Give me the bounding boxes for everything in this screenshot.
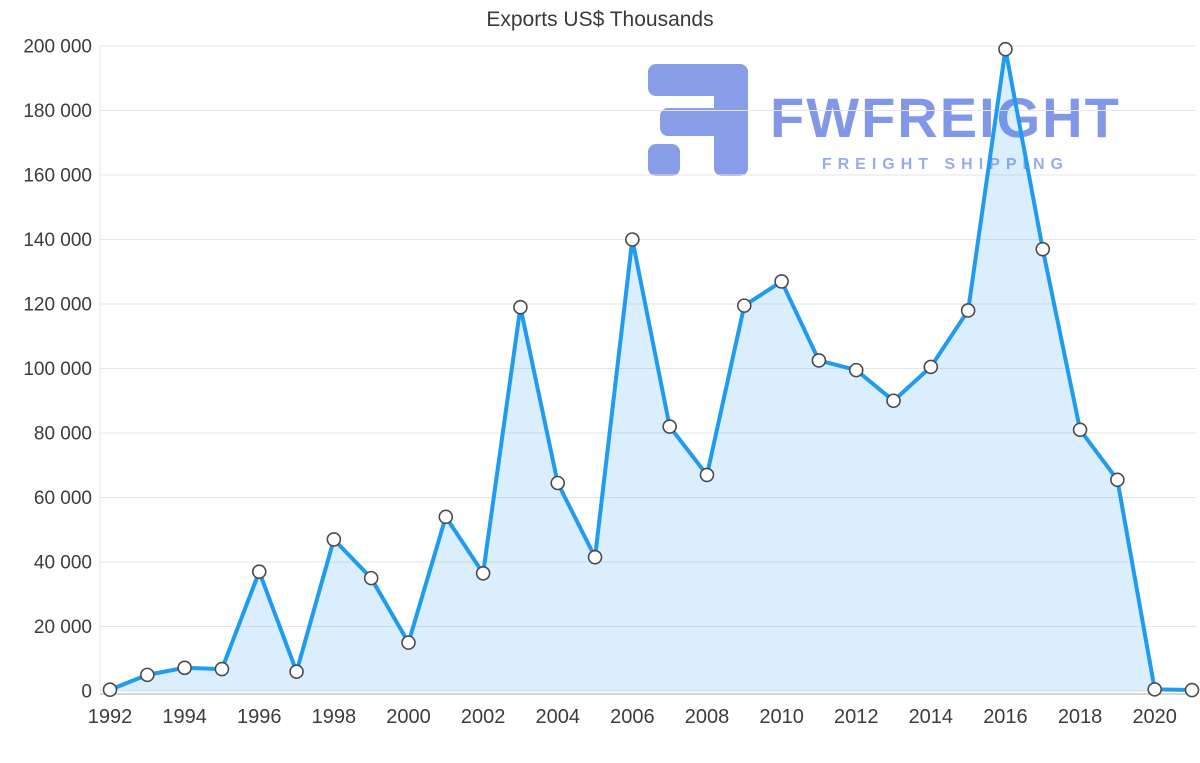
data-point-marker xyxy=(960,303,976,318)
x-axis-tick-label: 1998 xyxy=(312,706,357,728)
data-point-marker xyxy=(401,635,416,650)
brand-name: FWFREIGHT xyxy=(770,86,1121,149)
data-point-marker xyxy=(177,660,192,676)
x-axis-tick-label: 2006 xyxy=(610,706,655,728)
data-point-marker xyxy=(475,565,491,581)
y-axis-tick-label: 120 000 xyxy=(23,295,92,316)
y-axis-tick-label: 160 000 xyxy=(23,166,92,187)
x-axis-tick-label: 2010 xyxy=(759,706,804,728)
y-axis-tick-label: 140 000 xyxy=(23,230,92,251)
brand-text-block: FWFREIGHT FREIGHT SHIPPING xyxy=(770,90,1121,174)
x-axis-tick-label: 2020 xyxy=(1132,706,1177,728)
data-point-marker xyxy=(587,549,603,565)
brand-tagline: FREIGHT SHIPPING xyxy=(821,156,1069,173)
data-point-marker xyxy=(140,667,155,683)
data-point-marker xyxy=(1110,472,1125,488)
data-point-marker xyxy=(662,419,677,434)
data-point-marker xyxy=(438,509,454,525)
data-point-marker xyxy=(625,232,640,247)
x-axis-tick-label: 2004 xyxy=(535,706,580,728)
x-axis-tick-label: 2014 xyxy=(909,706,954,728)
y-axis-tick-label: 180 000 xyxy=(23,101,92,122)
data-point-marker xyxy=(363,570,379,586)
x-axis-tick-label: 2002 xyxy=(461,706,506,728)
data-point-marker xyxy=(736,298,752,313)
x-axis-tick-label: 2008 xyxy=(685,706,730,728)
chart-title: Exports US$ Thousands xyxy=(486,8,714,31)
data-point-marker xyxy=(699,467,715,483)
data-point-marker xyxy=(998,41,1013,57)
data-point-marker xyxy=(1072,422,1088,438)
x-axis-tick-label: 2012 xyxy=(834,706,879,728)
y-axis-tick-label: 60 000 xyxy=(34,488,92,509)
data-point-marker xyxy=(251,564,267,579)
data-point-marker xyxy=(774,274,789,289)
data-point-marker xyxy=(1184,682,1200,698)
series-line xyxy=(108,47,1194,693)
fwfreight-logo-icon xyxy=(648,64,748,176)
y-axis-tick-label: 0 xyxy=(81,682,92,703)
y-axis-tick-label: 200 000 xyxy=(23,37,92,58)
x-axis-tick-label: 2016 xyxy=(983,706,1028,728)
data-point-marker xyxy=(1147,682,1162,697)
y-axis-tick-label: 20 000 xyxy=(34,617,92,638)
data-point-marker xyxy=(102,682,118,698)
x-axis-tick-label: 1992 xyxy=(88,706,133,728)
x-axis-tick-label: 2000 xyxy=(386,706,431,728)
data-point-marker xyxy=(550,475,566,491)
data-point-marker xyxy=(326,532,342,547)
data-point-marker xyxy=(214,661,230,677)
brand-watermark: FWFREIGHT FREIGHT SHIPPING xyxy=(648,64,1121,176)
data-point-marker xyxy=(848,362,864,378)
data-point-marker xyxy=(923,359,939,375)
y-axis-tick-label: 40 000 xyxy=(34,553,92,574)
data-point-marker xyxy=(513,299,528,315)
y-axis-tick-label: 80 000 xyxy=(34,424,92,445)
x-axis-tick-label: 2018 xyxy=(1058,706,1103,728)
data-point-marker xyxy=(886,393,901,409)
data-point-marker xyxy=(811,353,827,368)
series-area-fill xyxy=(110,49,1192,692)
y-axis-tick-label: 100 000 xyxy=(23,359,92,380)
data-point-marker xyxy=(289,664,304,679)
data-point-marker xyxy=(1035,241,1051,257)
x-axis-tick-label: 1994 xyxy=(162,706,207,728)
x-axis-tick-label: 1996 xyxy=(237,706,282,728)
